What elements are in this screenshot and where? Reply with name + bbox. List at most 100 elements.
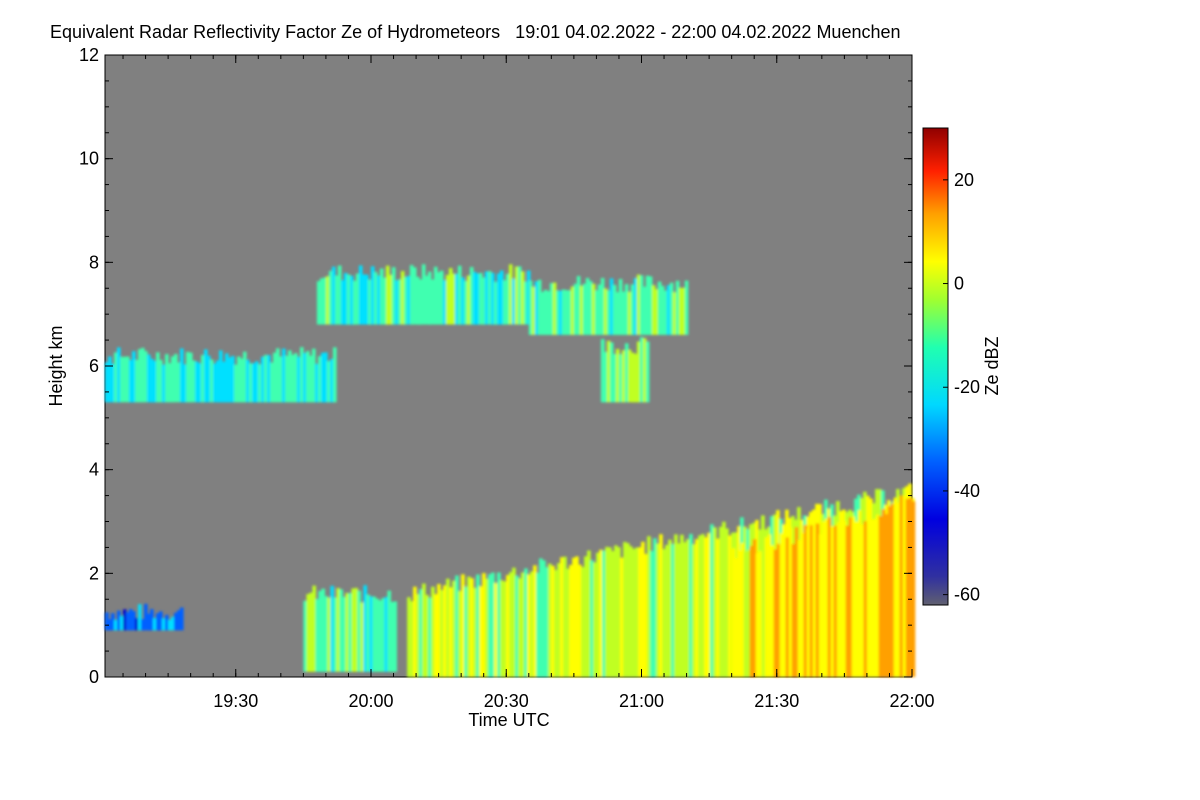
reflectivity-cell: [318, 590, 322, 672]
reflectivity-cell: [195, 361, 199, 403]
reflectivity-cell: [448, 268, 453, 325]
reflectivity-cell: [887, 506, 892, 677]
reflectivity-cell: [656, 543, 660, 677]
reflectivity-cell: [306, 351, 310, 403]
reflectivity-cell: [842, 521, 847, 677]
reflectivity-cell: [192, 360, 196, 403]
reflectivity-cell: [339, 589, 343, 672]
reflectivity-cell: [264, 354, 268, 403]
reflectivity-cell: [588, 281, 593, 335]
reflectivity-cell: [722, 521, 726, 677]
reflectivity-cell: [376, 275, 381, 325]
reflectivity-cell: [378, 600, 382, 672]
reflectivity-cell: [800, 532, 805, 677]
reflectivity-cell: [132, 611, 136, 631]
reflectivity-cell: [621, 291, 626, 335]
reflectivity-cell: [363, 585, 367, 672]
reflectivity-cell: [716, 538, 720, 677]
reflectivity-cell: [478, 273, 483, 325]
reflectivity-cell: [680, 534, 684, 677]
reflectivity-cell: [752, 539, 757, 677]
reflectivity-cell: [761, 551, 766, 677]
reflectivity-cell: [549, 283, 554, 335]
reflectivity-cell: [360, 602, 364, 672]
reflectivity-cell: [584, 556, 588, 677]
x-tick-label: 21:30: [754, 691, 799, 711]
colorbar-tick-label: -40: [954, 481, 980, 501]
reflectivity-cell: [878, 516, 883, 677]
reflectivity-cell: [159, 611, 163, 631]
reflectivity-cell: [397, 279, 402, 325]
reflectivity-cell: [237, 356, 241, 403]
reflectivity-cell: [681, 287, 686, 335]
reflectivity-cell: [572, 557, 576, 677]
reflectivity-cell: [325, 276, 330, 325]
reflectivity-cell: [606, 340, 611, 403]
reflectivity-cell: [333, 597, 337, 672]
reflectivity-cell: [410, 601, 414, 677]
reflectivity-cell: [659, 534, 663, 677]
colorbar-tick-label: 20: [954, 170, 974, 190]
reflectivity-cell: [731, 548, 736, 677]
reflectivity-cell: [508, 264, 513, 325]
reflectivity-cell: [470, 578, 474, 677]
reflectivity-cell: [336, 588, 340, 672]
reflectivity-cell: [491, 572, 495, 677]
reflectivity-cell: [452, 580, 456, 677]
chart-title: Equivalent Radar Reflectivity Factor Ze …: [50, 22, 901, 42]
reflectivity-cell: [633, 353, 638, 403]
colorbar-tick-label: -20: [954, 377, 980, 397]
reflectivity-cell: [496, 273, 501, 325]
reflectivity-cell: [333, 347, 337, 403]
reflectivity-cell: [517, 266, 522, 325]
reflectivity-cell: [258, 364, 262, 403]
reflectivity-cell: [860, 524, 865, 677]
reflectivity-cell: [364, 274, 369, 325]
reflectivity-cell: [674, 534, 678, 677]
reflectivity-cell: [431, 586, 435, 677]
reflectivity-cell: [361, 274, 366, 325]
reflectivity-cell: [324, 596, 328, 672]
reflectivity-cell: [291, 354, 295, 403]
reflectivity-cell: [609, 278, 614, 335]
reflectivity-cell: [605, 546, 609, 677]
reflectivity-cell: [647, 536, 651, 677]
colorbar-ticks: 20 0 -20 -40 -60: [943, 170, 980, 605]
reflectivity-cell: [582, 283, 587, 335]
reflectivity-cell: [645, 341, 650, 403]
y-axis-title: Height km: [46, 325, 66, 406]
reflectivity-cell: [369, 596, 373, 672]
reflectivity-cell: [518, 578, 522, 677]
reflectivity-cell: [665, 544, 669, 677]
reflectivity-cell: [653, 538, 657, 677]
reflectivity-cell: [530, 571, 534, 677]
reflectivity-cell: [309, 592, 313, 672]
reflectivity-cell: [672, 292, 677, 335]
reflectivity-cell: [645, 275, 650, 335]
reflectivity-cell: [890, 503, 895, 677]
reflectivity-cell: [300, 347, 304, 403]
reflectivity-cell: [866, 505, 871, 677]
reflectivity-cell: [692, 544, 696, 677]
reflectivity-cell: [439, 270, 444, 325]
reflectivity-cell: [725, 528, 729, 677]
reflectivity-cell: [602, 550, 606, 677]
reflectivity-cell: [407, 597, 411, 677]
reflectivity-cell: [618, 354, 623, 403]
reflectivity-cell: [240, 358, 244, 403]
reflectivity-cell: [794, 527, 799, 677]
reflectivity-cell: [614, 545, 618, 677]
reflectivity-cell: [255, 361, 259, 403]
reflectivity-cell: [201, 355, 205, 403]
reflectivity-cell: [539, 558, 543, 677]
reflectivity-cell: [803, 525, 808, 677]
reflectivity-cell: [400, 271, 405, 325]
reflectivity-cell: [120, 356, 124, 403]
reflectivity-cell: [147, 354, 151, 403]
reflectivity-cell: [815, 523, 820, 677]
reflectivity-cell: [379, 268, 384, 325]
reflectivity-cell: [463, 280, 468, 325]
reflectivity-cell: [297, 356, 301, 403]
reflectivity-cell: [464, 586, 468, 677]
reflectivity-cell: [355, 273, 360, 325]
